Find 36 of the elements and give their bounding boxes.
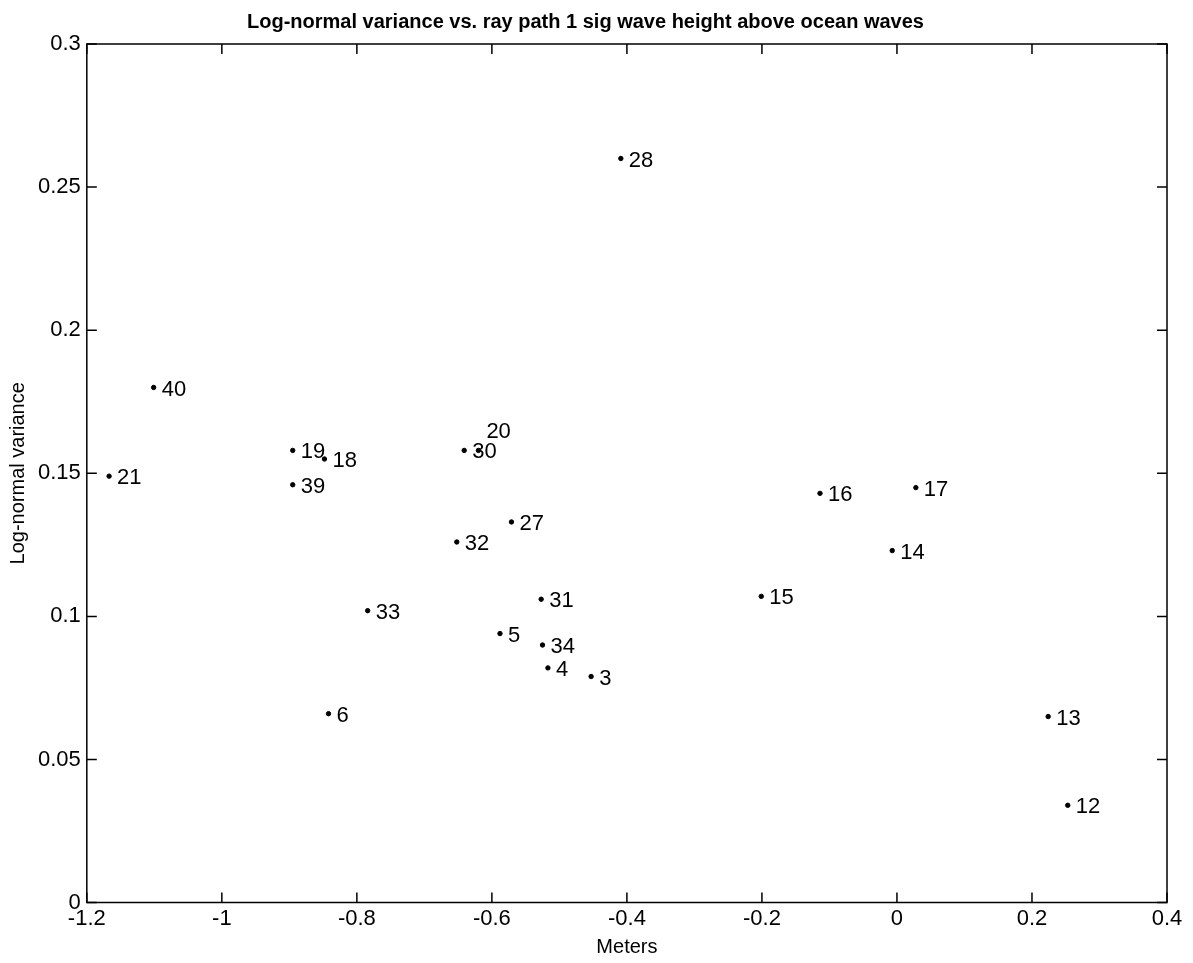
- y-tick-label: 0.1: [50, 602, 81, 628]
- annotation: 33: [375, 598, 401, 624]
- annotation: 19: [300, 438, 326, 464]
- annotation: 16: [827, 481, 853, 507]
- y-tick-label: 0.15: [37, 459, 81, 485]
- annotation: 17: [923, 475, 949, 501]
- y-axis-title: Log-normal variance: [5, 382, 28, 565]
- annotation: 27: [519, 510, 544, 536]
- y-tick-label: 0.2: [50, 316, 81, 342]
- annotation: 40: [161, 375, 187, 401]
- annotation: 15: [769, 584, 794, 610]
- annotation: 28: [628, 146, 654, 172]
- annotation: 13: [1056, 704, 1081, 730]
- x-tick-label: -0.2: [742, 904, 781, 930]
- x-axis-title: Meters: [596, 934, 658, 957]
- y-tick-label: 0.05: [37, 745, 81, 771]
- x-tick-label: 0.2: [1016, 904, 1048, 930]
- x-tick-label: 0: [890, 904, 904, 930]
- annotation: 31: [549, 587, 574, 613]
- annotation: 12: [1075, 793, 1101, 819]
- annotation: 14: [900, 538, 925, 564]
- x-tick-label: 0.4: [1151, 904, 1183, 930]
- y-tick-label: 0.25: [37, 173, 81, 199]
- chart-title: Log-normal variance vs. ray path 1 sig wave height above ocean waves: [247, 9, 924, 32]
- annotation: 5: [507, 621, 521, 647]
- annotation: 6: [336, 701, 349, 727]
- x-tick-label: -0.4: [607, 904, 646, 930]
- annotation: 32: [464, 530, 490, 556]
- annotation: 3: [599, 664, 612, 690]
- annotation: 18: [332, 447, 357, 473]
- y-tick-label: 0.3: [50, 30, 81, 56]
- annotation: 39: [300, 472, 326, 498]
- x-tick-label: -0.6: [472, 904, 511, 930]
- annotation: 21: [117, 464, 142, 490]
- x-tick-label: -0.8: [337, 904, 376, 930]
- x-tick-label: -1: [212, 904, 232, 930]
